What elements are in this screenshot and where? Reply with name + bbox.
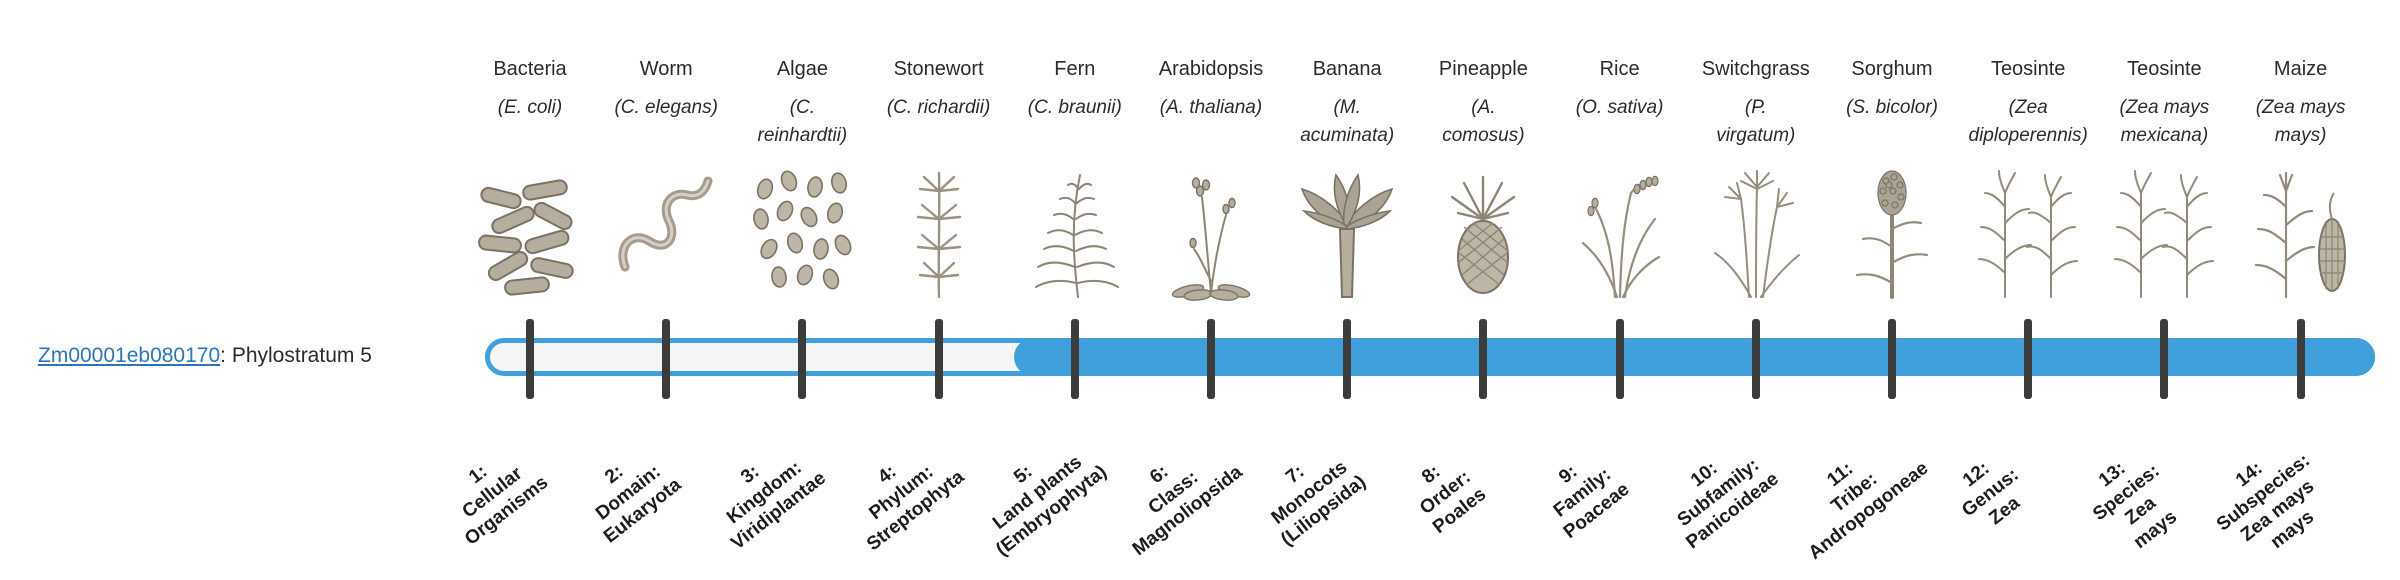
bacteria-icon — [455, 156, 605, 306]
phylostratum-tick — [1343, 319, 1352, 399]
taxon-scientific-name: (A. comosus) — [1442, 97, 1525, 146]
phylostratum-tick — [1888, 319, 1896, 399]
phylostratum-tick — [2160, 319, 2169, 399]
taxon-scientific-name: (E. coli) — [497, 97, 563, 118]
phylostratum-bar — [485, 338, 2375, 376]
phylostratum-tick — [934, 319, 943, 399]
taxon-common-name: Stonewort — [893, 58, 984, 80]
sorghum-icon — [1817, 156, 1967, 306]
taxon-common-name: Maize — [2273, 58, 2328, 80]
taxon-scientific-name: (P. virgatum) — [1716, 97, 1796, 146]
gene-label: Zm00001eb080170: Phylostratum 5 — [38, 344, 372, 368]
taxon-common-name: Teosinte — [2127, 58, 2202, 80]
pineapple-icon — [1408, 156, 1558, 306]
taxon-column: Teosinte (Zea diploperennis) 12: Genus: Z… — [1953, 0, 2103, 580]
taxon-column: Teosinte (Zea mays mexicana) 13: Species:… — [2089, 0, 2239, 580]
banana-icon — [1272, 156, 1422, 306]
taxon-scientific-name: (Zea mays mexicana) — [2119, 97, 2210, 146]
taxon-column: Pineapple (A. comosus) 8: Order: Poales — [1408, 0, 1558, 580]
gene-phylostratum-text: : Phylostratum 5 — [220, 344, 372, 367]
taxon-common-name: Switchgrass — [1701, 58, 1810, 80]
arabidopsis-icon — [1136, 156, 1286, 306]
teosinte-icon — [1953, 156, 2103, 306]
taxon-column: Worm (C. elegans) 2: Domain: Eukaryota — [591, 0, 741, 580]
phylostratum-tick — [1751, 319, 1760, 399]
taxon-column: Stonewort (C. richardii) 4: Phylum: Strep… — [863, 0, 1014, 580]
taxon-common-name: Teosinte — [1990, 58, 2066, 80]
phylostratum-tick — [1207, 319, 1215, 399]
rice-icon — [1545, 156, 1695, 306]
algae-icon — [727, 156, 877, 306]
taxon-column: Switchgrass (P. virgatum) 10: Subfamily: … — [1674, 0, 1831, 580]
taxon-scientific-name: (C. richardii) — [886, 97, 991, 118]
taxon-common-name: Rice — [1599, 58, 1640, 80]
taxon-scientific-name: (S. bicolor) — [1846, 97, 1938, 118]
taxon-scientific-name: (O. sativa) — [1575, 97, 1664, 118]
taxon-column: Maize (Zea mays mays) 14: Subspecies: Zea… — [2213, 0, 2376, 580]
phylostratum-tick — [662, 319, 671, 399]
taxon-column: Algae (C. reinhardtii) 3: Kingdom: Viridi… — [724, 0, 877, 580]
phylostratum-tick — [2296, 319, 2305, 399]
phylostratum-bar-fill — [1014, 338, 2375, 376]
teosinte-icon — [2089, 156, 2239, 306]
taxon-scientific-name: (Zea mays mays) — [2255, 97, 2346, 146]
taxon-column: Fern (C. braunii) 5: Land plants (Embryop… — [989, 0, 1150, 580]
taxon-common-name: Fern — [1054, 58, 1096, 80]
phylostratum-tick — [526, 319, 534, 399]
switchgrass-icon — [1681, 156, 1831, 306]
taxon-scientific-name: (C. elegans) — [614, 97, 718, 118]
taxon-column: Banana (M. acuminata) 7: Monocots (Liliop… — [1268, 0, 1422, 580]
taxon-common-name: Algae — [776, 58, 828, 80]
taxon-common-name: Bacteria — [493, 58, 567, 80]
taxon-column: Bacteria (E. coli) 1: Cellular Organisms — [455, 0, 605, 580]
taxon-common-name: Worm — [639, 58, 693, 80]
phylostratum-tick — [1070, 319, 1079, 399]
taxon-scientific-name: (A. thaliana) — [1159, 97, 1263, 118]
taxon-column: Arabidopsis (A. thaliana) 6: Class: Magno… — [1129, 0, 1286, 580]
taxon-common-name: Pineapple — [1438, 58, 1528, 80]
taxon-scientific-name: (C. reinhardtii) — [757, 97, 848, 146]
phylostratum-tick — [798, 319, 807, 399]
stonewort-icon — [864, 156, 1014, 306]
worm-icon — [591, 156, 741, 306]
taxon-column: Sorghum (S. bicolor) 11: Tribe: Andropogo… — [1805, 0, 1967, 580]
fern-icon — [1000, 156, 1150, 306]
phylostratum-tick — [1615, 319, 1624, 399]
taxon-scientific-name: (C. braunii) — [1027, 97, 1122, 118]
taxon-common-name: Banana — [1312, 58, 1382, 80]
taxon-scientific-name: (Zea diploperennis) — [1968, 97, 2088, 146]
taxon-scientific-name: (M. acuminata) — [1300, 97, 1395, 146]
maize-icon — [2226, 156, 2376, 306]
phylostratum-tick — [2024, 319, 2033, 399]
taxon-column: Rice (O. sativa) 9: Family: Poaceae — [1545, 0, 1695, 580]
phylostratum-tick — [1479, 319, 1488, 399]
gene-link[interactable]: Zm00001eb080170 — [38, 344, 221, 367]
taxon-common-name: Arabidopsis — [1158, 58, 1264, 80]
taxon-common-name: Sorghum — [1851, 58, 1933, 80]
